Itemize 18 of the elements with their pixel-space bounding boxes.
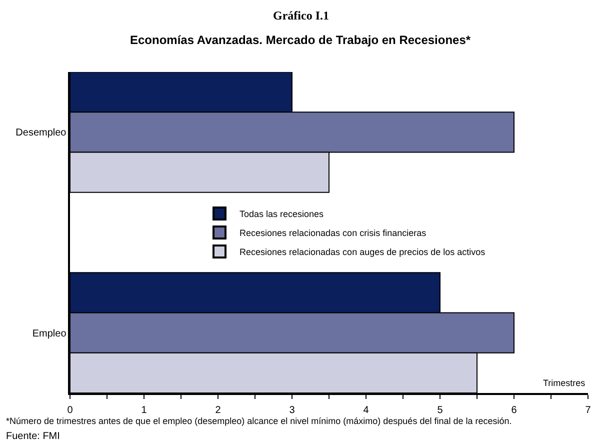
x-tick-label: 2	[215, 404, 222, 416]
text: *Número de trimestres antes de que el empleo (desempleo) alcance el nivel mínimo (máximo) después del final de la recesión.	[6, 416, 512, 426]
y-tick-label: Desempleo	[16, 128, 67, 139]
chart-title: Gráfico I.1	[273, 8, 329, 23]
source-note: Fuente: FMI	[6, 431, 60, 442]
x-tick-label: 4	[363, 404, 370, 416]
x-tick-label: 0	[67, 404, 74, 416]
x-tick-label: 5	[437, 404, 444, 416]
x-tick-label: 3	[289, 404, 296, 416]
legend-label: Todas las recesiones	[240, 209, 324, 220]
x-tick-label: 6	[511, 404, 518, 416]
x-tick-label: 7	[585, 404, 592, 416]
legend-label: Recesiones relacionadas con auges de precios de los activos	[240, 247, 486, 258]
chart-subtitle: Economías Avanzadas. Mercado de Trabajo en Recesiones*	[130, 33, 471, 47]
x-axis-title: Trimestres	[543, 378, 586, 388]
legend-label: Recesiones relacionadas con crisis financieras	[240, 228, 427, 238]
y-tick-label: Empleo	[32, 328, 67, 340]
x-tick-label: 1	[141, 404, 148, 416]
